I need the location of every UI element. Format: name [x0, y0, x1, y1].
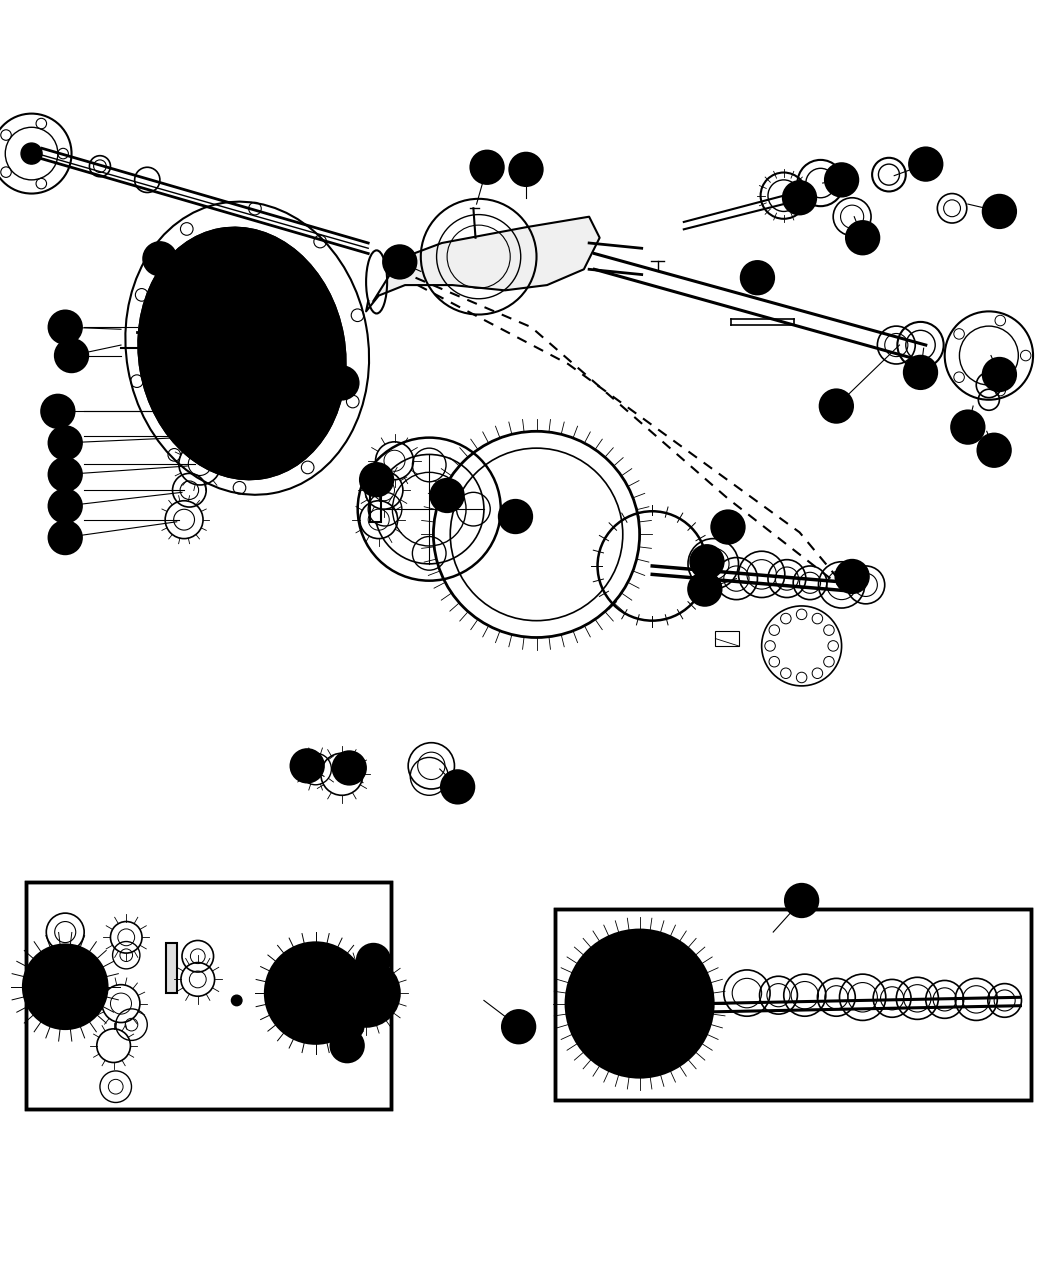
Text: 27: 27 [439, 490, 456, 502]
Text: 13: 13 [960, 421, 975, 434]
Text: 51: 51 [365, 954, 382, 966]
Text: 1: 1 [922, 158, 930, 171]
Text: 32: 32 [721, 520, 735, 533]
Circle shape [785, 884, 818, 917]
Circle shape [48, 458, 82, 491]
Text: 24: 24 [58, 532, 73, 544]
Bar [555, 909, 1031, 1100]
Circle shape [48, 426, 82, 460]
Circle shape [470, 150, 504, 184]
Text: 45: 45 [844, 570, 861, 583]
Circle shape [383, 245, 417, 279]
Text: 17: 17 [151, 252, 168, 265]
Circle shape [983, 195, 1016, 228]
Circle shape [835, 560, 869, 593]
Text: 9: 9 [916, 366, 925, 379]
Text: 10: 10 [449, 780, 466, 793]
Circle shape [39, 960, 92, 1014]
Circle shape [711, 510, 745, 544]
Circle shape [48, 520, 82, 555]
Text: 30: 30 [699, 555, 715, 569]
Text: 29: 29 [508, 510, 523, 523]
Circle shape [688, 572, 722, 606]
Text: 52: 52 [341, 761, 358, 774]
Text: 12: 12 [992, 368, 1007, 381]
Text: 15: 15 [391, 255, 408, 269]
Circle shape [360, 463, 393, 496]
Text: 6: 6 [753, 272, 762, 284]
Circle shape [48, 310, 82, 344]
Text: 14: 14 [987, 444, 1002, 456]
Circle shape [143, 242, 177, 275]
Circle shape [951, 411, 985, 444]
Circle shape [690, 544, 724, 579]
Circle shape [566, 929, 713, 1077]
Text: 16: 16 [275, 255, 289, 269]
Bar [26, 881, 391, 1109]
Circle shape [499, 500, 532, 533]
Circle shape [330, 1007, 364, 1042]
Text: 8: 8 [483, 161, 491, 173]
Circle shape [820, 389, 853, 423]
Text: 7: 7 [522, 163, 530, 176]
Text: 4: 4 [858, 231, 867, 245]
Circle shape [741, 261, 774, 295]
Text: 49: 49 [340, 1019, 355, 1031]
Circle shape [581, 972, 598, 988]
Circle shape [55, 339, 88, 372]
Text: 48: 48 [339, 1039, 356, 1052]
Text: 20: 20 [49, 405, 66, 418]
Text: 50: 50 [355, 978, 371, 991]
Circle shape [509, 153, 543, 186]
Text: 31: 31 [697, 583, 712, 595]
Circle shape [502, 1010, 535, 1043]
Text: 25: 25 [333, 376, 350, 389]
Circle shape [265, 942, 366, 1043]
Circle shape [332, 959, 400, 1026]
Circle shape [325, 366, 359, 400]
Circle shape [441, 770, 474, 803]
Circle shape [23, 945, 107, 1029]
Circle shape [846, 221, 879, 255]
Text: 53: 53 [299, 760, 316, 773]
Text: 47: 47 [510, 1020, 527, 1033]
Circle shape [783, 181, 816, 214]
Ellipse shape [139, 228, 345, 479]
Circle shape [48, 490, 82, 523]
Circle shape [330, 1029, 364, 1062]
Circle shape [41, 394, 75, 428]
Circle shape [290, 748, 324, 783]
Circle shape [909, 148, 943, 181]
Circle shape [21, 143, 42, 164]
Circle shape [265, 245, 299, 279]
Text: 2: 2 [995, 205, 1004, 218]
Circle shape [983, 358, 1016, 391]
Polygon shape [366, 217, 600, 311]
Text: 19: 19 [64, 349, 79, 362]
Circle shape [231, 996, 242, 1006]
Circle shape [904, 356, 937, 389]
Text: 22: 22 [58, 468, 73, 481]
Text: 26: 26 [369, 473, 384, 486]
Text: 23: 23 [58, 500, 73, 513]
Circle shape [346, 968, 380, 1001]
Bar [166, 942, 177, 993]
Circle shape [825, 163, 858, 196]
Bar [555, 909, 1031, 1100]
Circle shape [332, 751, 366, 785]
Circle shape [430, 478, 464, 513]
Text: 11: 11 [829, 399, 844, 413]
Bar [26, 881, 391, 1109]
Text: 3: 3 [837, 173, 846, 186]
Text: 46: 46 [794, 894, 809, 907]
Circle shape [977, 434, 1011, 467]
Circle shape [357, 944, 390, 978]
Bar [715, 631, 739, 646]
Text: 21: 21 [58, 436, 73, 449]
Text: 5: 5 [795, 191, 804, 204]
Bar [370, 472, 381, 521]
Text: 18: 18 [57, 320, 74, 334]
